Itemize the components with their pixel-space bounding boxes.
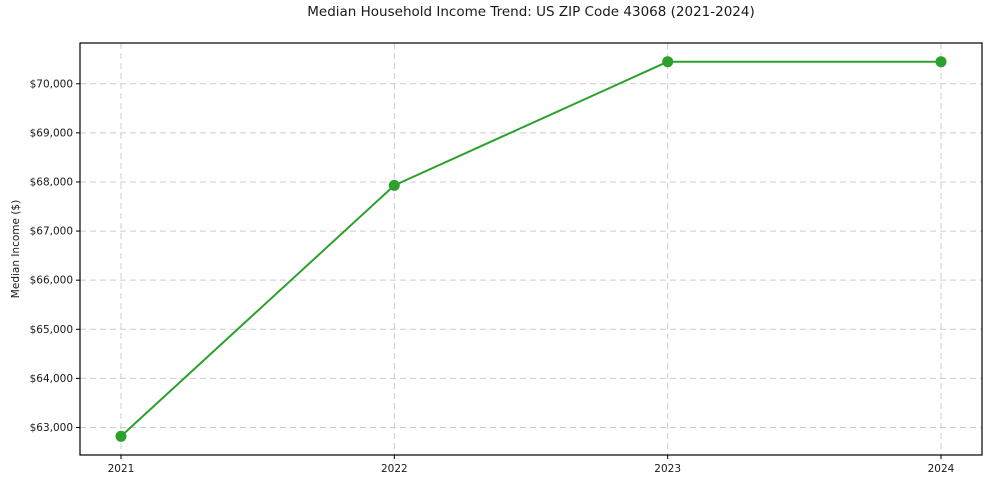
data-point-2022: [388, 179, 400, 191]
y-tick-label: $67,000: [30, 226, 73, 238]
data-point-2024: [935, 56, 947, 68]
income-line-series: [115, 56, 947, 442]
y-axis-label: Median Income ($): [10, 200, 22, 298]
y-tick-label: $68,000: [30, 176, 73, 188]
y-tick-label: $65,000: [30, 324, 73, 336]
y-tick-label: $70,000: [30, 78, 73, 90]
data-point-2023: [662, 56, 674, 68]
y-tick-label: $69,000: [30, 127, 73, 139]
grid-layer: [80, 43, 982, 455]
x-tick-label: 2022: [381, 463, 408, 475]
chart-title: Median Household Income Trend: US ZIP Co…: [307, 4, 755, 20]
y-tick-label: $64,000: [30, 373, 73, 385]
income-trend-line: [120, 60, 942, 438]
y-tick-label: $66,000: [30, 275, 73, 287]
tick-layer: 2021 2022 2023 2024 $63,000 $64,000 $65,000 $66…: [30, 78, 955, 475]
x-tick-label: 2021: [108, 463, 135, 475]
plot-border: [79, 42, 983, 456]
y-tick-label: $63,000: [30, 422, 73, 434]
x-tick-label: 2023: [654, 463, 681, 475]
x-tick-label: 2024: [928, 463, 955, 475]
data-point-2021: [115, 430, 127, 442]
